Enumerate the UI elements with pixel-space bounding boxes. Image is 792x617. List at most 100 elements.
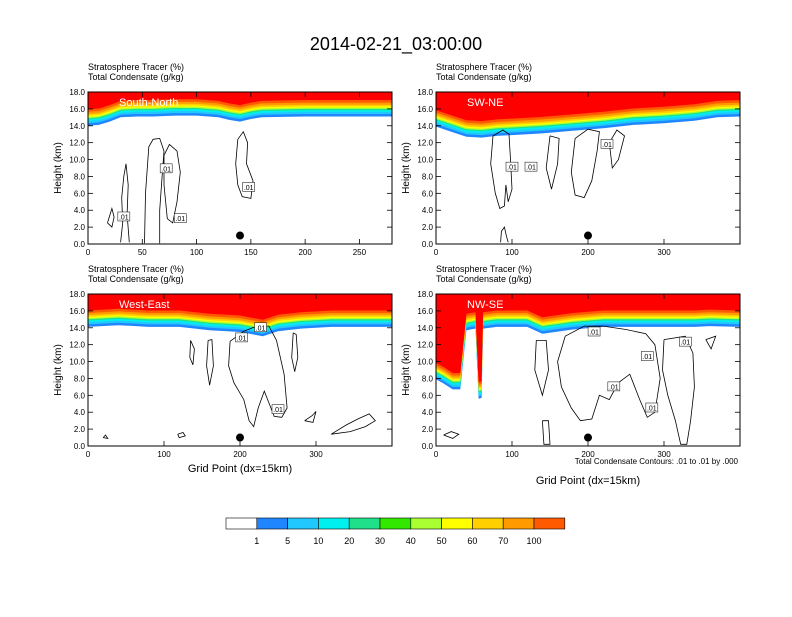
y-tick-label: 10.0 — [69, 156, 85, 165]
x-axis-label: Grid Point (dx=15km) — [188, 463, 292, 475]
y-tick-label: 14.0 — [69, 324, 85, 333]
y-tick-label: 16.0 — [417, 105, 433, 114]
x-tick-label: 100 — [157, 450, 171, 459]
tracer-band-5 — [436, 294, 740, 392]
y-tick-label: 2.0 — [422, 425, 434, 434]
colorbar-label-10: 100 — [526, 536, 541, 546]
colorbar-swatch-5 — [348, 517, 381, 530]
y-tick-label: 12.0 — [417, 139, 433, 148]
y-tick-label: 12.0 — [417, 341, 433, 350]
y-tick-label: 4.0 — [422, 408, 434, 417]
colorbar-swatch-1 — [225, 517, 258, 530]
condensate-contour-4 — [608, 129, 625, 170]
y-tick-label: 10.0 — [417, 156, 433, 165]
colorbar-swatch-7 — [410, 517, 442, 530]
tracer-band-10 — [436, 92, 740, 122]
y-tick-label: 16.0 — [417, 307, 433, 316]
panel-label: NW-SE — [467, 299, 503, 311]
colorbar-label-7: 50 — [437, 536, 447, 546]
condensate-contour-6 — [705, 335, 717, 350]
y-tick-label: 0.0 — [422, 442, 434, 451]
contour-label-box-2 — [607, 381, 621, 392]
contour-label-box-1 — [117, 211, 131, 222]
contour-label-box-3 — [174, 213, 187, 223]
contour-label-1: .01 — [237, 335, 247, 342]
panel-3: Stratosphere Tracer (%)Total Condensate … — [53, 264, 393, 475]
condensate-contour-2 — [189, 340, 195, 366]
colorbar-swatch-6 — [379, 517, 412, 530]
contour-label-3: .01 — [175, 216, 185, 223]
y-tick-label: 14.0 — [417, 122, 433, 131]
location-marker — [236, 433, 244, 442]
colorbar-swatch-10 — [502, 517, 535, 530]
colorbar-label-5: 30 — [375, 536, 385, 546]
colorbar: 1 5 10 20 30 40 50 60 70 100 — [225, 517, 566, 546]
condensate-contour-3 — [206, 339, 214, 386]
condensate-contour-5 — [443, 431, 460, 439]
panel-4: Stratosphere Tracer (%) Total Condensate … — [401, 264, 741, 487]
contour-label-2: .01 — [526, 165, 536, 172]
colorbar-swatch-9 — [472, 517, 504, 530]
colorbar-label-9: 70 — [498, 536, 508, 546]
y-tick-label: 6.0 — [422, 189, 434, 198]
x-tick-label: 0 — [434, 248, 439, 257]
y-tick-label: 2.0 — [74, 425, 86, 434]
x-tick-label: 50 — [138, 248, 147, 257]
colorbar-label-6: 40 — [406, 536, 416, 546]
y-tick-label: 4.0 — [422, 206, 434, 215]
y-tick-label: 16.0 — [69, 307, 85, 316]
y-tick-label: 18.0 — [417, 88, 433, 97]
tracer-band-10 — [88, 294, 392, 320]
condensate-contour-1 — [490, 129, 513, 210]
contour-label-4: .01 — [244, 185, 254, 192]
y-tick-label: 8.0 — [74, 172, 86, 181]
y-axis-label: Height (km) — [53, 142, 64, 194]
y-tick-label: 8.0 — [422, 374, 434, 383]
condensate-contour-5 — [304, 411, 317, 423]
panel-label: South-North — [119, 97, 178, 109]
condensate-contour-2 — [144, 137, 165, 244]
condensate-contour-4 — [542, 420, 551, 445]
condensate-contour-8 — [102, 434, 109, 439]
panel-label: West-East — [119, 299, 170, 311]
plot-area: .01 .01 .01 — [436, 92, 740, 244]
contour-label-1: .01 — [507, 165, 517, 172]
location-marker — [584, 433, 592, 442]
contour-label-2: .01 — [256, 325, 266, 332]
contour-footnote: Total Condensate Contours: .01 to .01 by… — [575, 457, 739, 466]
figure-title: 2014-02-21_03:00:00 — [310, 34, 482, 55]
contour-label-box-4 — [242, 182, 255, 192]
colorbar-swatch-4 — [318, 517, 350, 530]
contour-label-box-3 — [271, 404, 285, 414]
x-tick-label: 300 — [657, 450, 671, 459]
panel-subtitle-tracer: Stratosphere Tracer (%) — [88, 62, 184, 72]
contour-label-box-1 — [235, 332, 248, 343]
x-tick-label: 250 — [353, 248, 367, 257]
condensate-contour-3 — [163, 143, 181, 224]
colorbar-swatch-11 — [533, 517, 566, 530]
contour-label-box-2 — [524, 161, 538, 172]
contour-label-box-5 — [679, 336, 692, 347]
colorbar-label-8: 60 — [467, 536, 477, 546]
y-tick-label: 10.0 — [417, 358, 433, 367]
x-tick-label: 0 — [86, 450, 91, 459]
tracer-band-6 — [436, 294, 740, 390]
contour-label-3: .01 — [642, 354, 652, 361]
colorbar-label-1: 1 — [254, 536, 259, 546]
condensate-contour-3 — [570, 128, 600, 199]
condensate-contour-1 — [557, 325, 661, 422]
y-tick-label: 0.0 — [422, 240, 434, 249]
panel-subtitle-tracer: Stratosphere Tracer (%) — [88, 264, 184, 274]
x-axis-label: Grid Point (dx=15km) — [536, 475, 640, 487]
y-tick-label: 16.0 — [69, 105, 85, 114]
location-marker — [236, 231, 244, 240]
y-tick-label: 6.0 — [74, 189, 86, 198]
panel-subtitle-tracer: Stratosphere Tracer (%) — [436, 264, 532, 274]
y-tick-label: 18.0 — [69, 88, 85, 97]
x-tick-label: 100 — [190, 248, 204, 257]
y-tick-label: 2.0 — [422, 223, 434, 232]
y-axis-label: Height (km) — [401, 142, 412, 194]
y-tick-label: 6.0 — [74, 391, 86, 400]
x-tick-label: 0 — [86, 248, 91, 257]
x-tick-label: 100 — [505, 450, 519, 459]
